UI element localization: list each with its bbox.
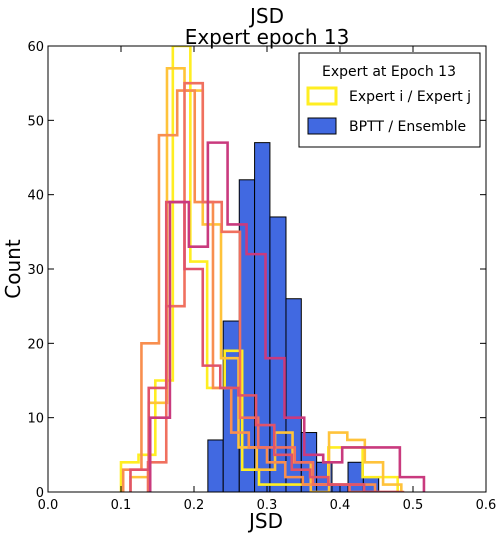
y-tick-label-4: 40 [27, 189, 44, 204]
legend-swatch-bptt [307, 117, 337, 135]
x-tick-label-2: 0.2 [184, 498, 205, 513]
x-axis-ticks: 0.0 0.1 0.2 0.3 0.4 0.5 0.6 [38, 46, 497, 513]
y-tick-label-5: 50 [27, 114, 44, 129]
x-tick-label-3: 0.3 [257, 498, 278, 513]
y-tick-label-3: 30 [27, 263, 44, 278]
x-tick-label-1: 0.1 [111, 498, 132, 513]
y-axis-ticks: 0 10 20 30 40 50 60 [27, 40, 486, 501]
legend-label-bptt: BPTT / Ensemble [349, 119, 466, 135]
expert-outline-series-5 [148, 141, 426, 492]
x-axis-label: JSD [247, 509, 283, 533]
x-tick-label-6: 0.6 [476, 498, 497, 513]
y-tick-label-1: 10 [27, 412, 44, 427]
y-axis-label: Count [1, 239, 25, 299]
bptt-bar-3 [254, 142, 271, 493]
legend: Expert at Epoch 13 Expert i / Expert j B… [298, 52, 481, 148]
x-tick-label-5: 0.5 [403, 498, 424, 513]
y-tick-label-0: 0 [36, 486, 44, 501]
legend-title: Expert at Epoch 13 [322, 64, 456, 80]
legend-label-expert: Expert i / Expert j [349, 89, 471, 105]
legend-swatch-expert [306, 86, 338, 106]
x-tick-label-0: 0.0 [38, 498, 59, 513]
chart-subtitle: Expert epoch 13 [185, 25, 350, 49]
bptt-bar-0 [207, 439, 224, 493]
expert-outline-steps [119, 46, 426, 492]
y-tick-label-6: 60 [27, 40, 44, 55]
x-tick-label-4: 0.4 [330, 498, 351, 513]
bptt-bar-4 [269, 216, 287, 493]
chart-title: JSD [248, 4, 284, 28]
y-tick-label-2: 20 [27, 337, 44, 352]
expert-outline-series-4 [129, 200, 400, 492]
expert-outline-series-1 [129, 67, 403, 492]
